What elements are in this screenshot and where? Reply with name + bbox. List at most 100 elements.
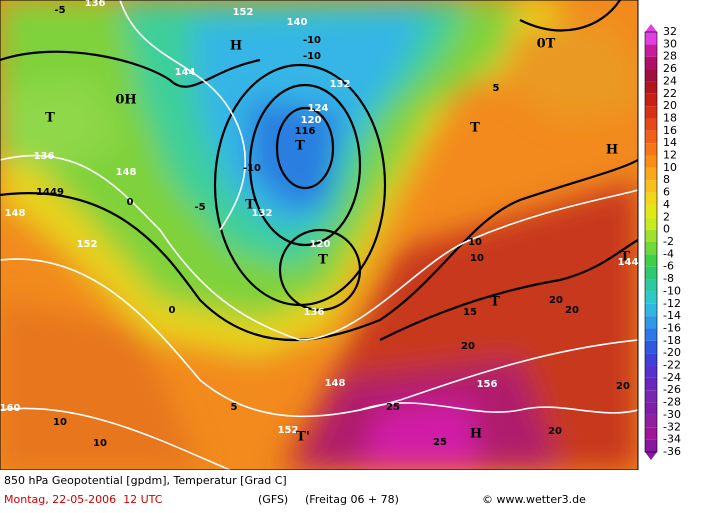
colorbar-arrow-bottom xyxy=(645,452,657,460)
map-label: 10 xyxy=(468,237,482,248)
colorbar-label: 16 xyxy=(663,124,677,137)
map-label: H xyxy=(470,427,482,442)
colorbar-segment xyxy=(645,254,657,267)
map-label: 10 xyxy=(93,438,107,449)
colorbar-label: -34 xyxy=(663,433,681,446)
map-label: -10 xyxy=(303,51,321,62)
colorbar-label: 30 xyxy=(663,37,677,50)
colorbar-segment xyxy=(645,266,657,280)
map-label: 20 xyxy=(548,426,562,437)
colorbar-segment xyxy=(645,32,657,45)
colorbar-label: -8 xyxy=(663,272,674,285)
colorbar-label: 8 xyxy=(663,173,670,186)
colorbar-label: 6 xyxy=(663,186,670,199)
footer-title: 850 hPa Geopotential [gpdm], Temperatur … xyxy=(4,474,287,487)
map-label: 25 xyxy=(386,402,400,413)
colorbar-label: 18 xyxy=(663,111,677,124)
map-label: 132 xyxy=(252,208,273,219)
map-label: 20 xyxy=(616,381,630,392)
colorbar-segment xyxy=(645,316,657,329)
map-label: T xyxy=(470,121,480,136)
colorbar-segment xyxy=(645,291,657,304)
geopotential-lines xyxy=(0,0,638,341)
map-label: 10 xyxy=(470,253,484,264)
map-label: 144 xyxy=(618,257,639,268)
footer-run: (Freitag 06 + 78) xyxy=(305,493,399,506)
colorbar-segment xyxy=(645,303,657,317)
map-label: -5 xyxy=(54,5,65,16)
colorbar-segment xyxy=(645,192,657,205)
colorbar-label: 24 xyxy=(663,74,677,87)
map-label: 152 xyxy=(233,7,254,18)
colorbar-label: 20 xyxy=(663,99,677,112)
colorbar-segment xyxy=(645,69,657,82)
colorbar-segment xyxy=(645,353,657,366)
map-label: T xyxy=(295,139,305,154)
colorbar-segment xyxy=(645,44,657,57)
colorbar-label: 2 xyxy=(663,210,670,223)
map-label: 25 xyxy=(433,437,447,448)
map-label: 20 xyxy=(461,341,475,352)
map-label: T xyxy=(45,111,55,126)
isotherms xyxy=(0,0,638,470)
colorbar-segment xyxy=(645,180,657,193)
colorbar-segment xyxy=(645,365,657,378)
colorbar-label: -2 xyxy=(663,235,674,248)
colorbar-segment xyxy=(645,229,657,242)
map-label: 148 xyxy=(325,378,346,389)
colorbar-segment xyxy=(645,328,657,341)
map-label: T xyxy=(620,250,630,265)
colorbar-segment xyxy=(645,106,657,119)
colorbar-segment xyxy=(645,414,657,428)
colorbar-segment xyxy=(645,279,657,292)
colorbar-segment xyxy=(645,130,657,144)
colorbar-segment xyxy=(645,390,657,403)
footer-date: Montag, 22-05-2006 12 UTC xyxy=(4,493,163,506)
colorbar-label: -20 xyxy=(663,346,681,359)
map-label: 144 xyxy=(175,67,196,78)
colorbar-label: -6 xyxy=(663,260,674,273)
map-label: 124 xyxy=(308,103,329,114)
colorbar-segment xyxy=(645,155,657,168)
colorbar-label: -18 xyxy=(663,334,681,347)
map-label: 20 xyxy=(565,305,579,316)
colorbar-segment xyxy=(645,340,657,354)
map-label: T xyxy=(245,198,255,213)
colorbar-segment xyxy=(645,81,657,94)
colorbar-segment xyxy=(645,427,657,440)
colorbar-label: 28 xyxy=(663,50,677,63)
colorbar-label: -26 xyxy=(663,383,681,396)
colorbar-label: -24 xyxy=(663,371,681,384)
map-label: T xyxy=(490,295,500,310)
map-label: -5 xyxy=(194,202,205,213)
map-label: 10 xyxy=(53,417,67,428)
map-label: 148 xyxy=(116,167,137,178)
colorbar-segment xyxy=(645,377,657,391)
weather-map: 32302826242220181614121086420-2-4-6-8-10… xyxy=(0,0,681,470)
map-label: 120 xyxy=(310,239,331,250)
map-label: H xyxy=(606,143,618,158)
colorbar-label: -36 xyxy=(663,445,681,458)
colorbar-label: 22 xyxy=(663,87,677,100)
map-label: 0T xyxy=(537,37,556,52)
map-label: 140 xyxy=(287,17,308,28)
footer-model: (GFS) xyxy=(258,493,289,506)
map-label: 136 xyxy=(304,307,325,318)
colorbar-label: -10 xyxy=(663,284,681,297)
colorbar-segment xyxy=(645,217,657,230)
map-label: -10 xyxy=(303,35,321,46)
map-label: 120 xyxy=(301,115,322,126)
map-labels: -5136H152140-101440T-101320HT1365T124120… xyxy=(0,0,638,449)
map-label: -10 xyxy=(243,163,261,174)
map-label: 132 xyxy=(330,79,351,90)
map-label: 0 xyxy=(169,305,176,316)
map-label: 15 xyxy=(463,307,477,318)
colorbar-label: -30 xyxy=(663,408,681,421)
colorbar-label: -28 xyxy=(663,396,681,409)
colorbar-label: -32 xyxy=(663,420,681,433)
colorbar-label: -22 xyxy=(663,359,681,372)
colorbar-label: 26 xyxy=(663,62,677,75)
colorbar-label: 4 xyxy=(663,198,670,211)
footer-credit: © www.wetter3.de xyxy=(482,493,586,506)
